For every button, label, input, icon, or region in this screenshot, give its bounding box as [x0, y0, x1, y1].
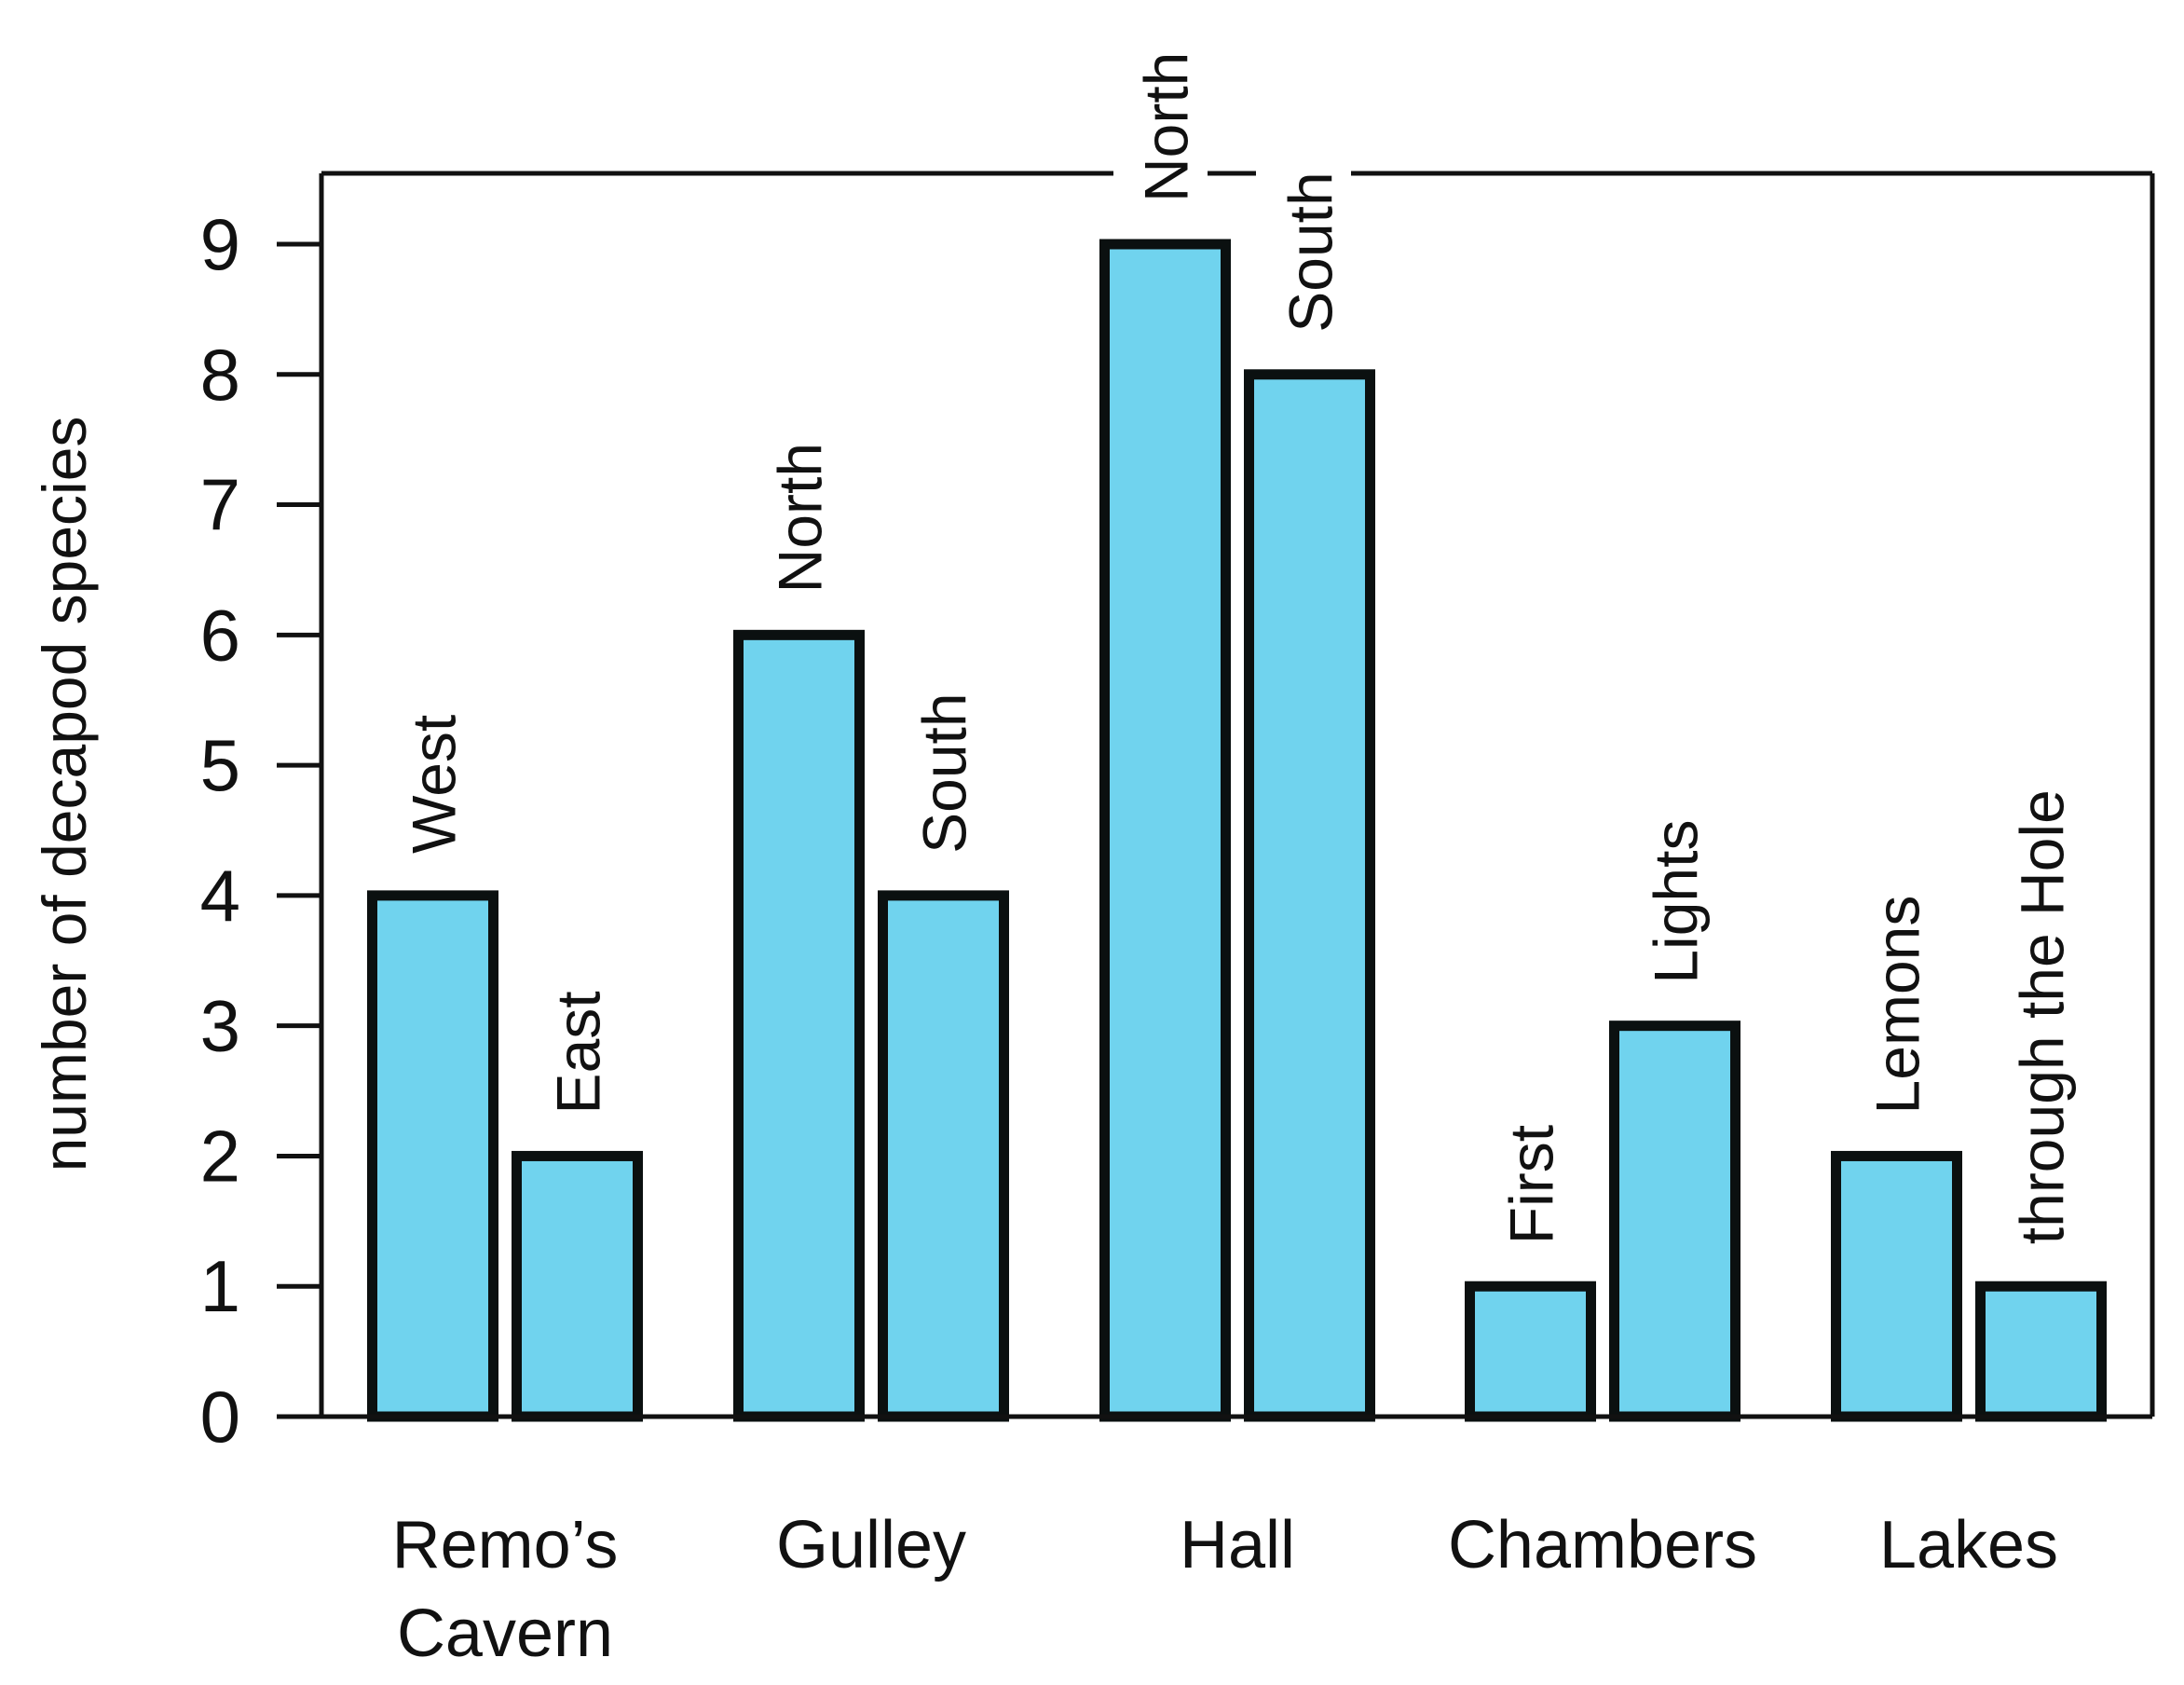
- y-tick-label: 5: [200, 724, 240, 806]
- bars-layer: [367, 239, 2107, 1422]
- category-label: Gulley: [776, 1508, 966, 1582]
- y-axis: 0 1 2 3 4 5 6 7 8 9: [200, 203, 321, 1458]
- category-label: Hall: [1180, 1508, 1295, 1582]
- y-tick-label: 2: [200, 1115, 240, 1197]
- plot-frame: [277, 171, 2155, 1419]
- bar: [878, 890, 1009, 1422]
- y-axis-label: number of decapod species: [30, 417, 99, 1172]
- bar: [1244, 369, 1375, 1422]
- y-tick-label: 4: [200, 855, 240, 937]
- bar: [1975, 1281, 2107, 1422]
- category-labels: Remo’s Cavern Gulley Hall Chambers Lakes: [392, 1508, 2058, 1671]
- bar-label: South: [1276, 171, 1345, 332]
- bar-labels: West East North South North South First Lights L…: [400, 52, 2077, 1245]
- bar-label: North: [1132, 52, 1201, 202]
- bar-label: Lights: [1642, 820, 1711, 984]
- y-tick-label: 7: [200, 464, 240, 546]
- bar: [512, 1150, 643, 1422]
- bar: [1465, 1281, 1596, 1422]
- y-tick-label: 9: [200, 203, 240, 285]
- y-tick-label: 6: [200, 594, 240, 676]
- y-tick-label: 8: [200, 334, 240, 416]
- bar-label: Lemons: [1863, 896, 1932, 1115]
- bar: [1099, 239, 1231, 1422]
- bar: [367, 890, 498, 1422]
- bar-label: First: [1497, 1125, 1566, 1244]
- category-label: Remo’s: [392, 1508, 619, 1582]
- bar-label: through the Hole: [2008, 789, 2077, 1244]
- y-tick-label: 0: [200, 1376, 240, 1458]
- bar: [1609, 1021, 1740, 1422]
- bar: [733, 629, 865, 1422]
- bar: [1831, 1150, 1962, 1422]
- bar-label: West: [400, 715, 469, 854]
- bar-label: East: [544, 991, 613, 1114]
- y-tick-label: 3: [200, 985, 240, 1067]
- bar-label: North: [766, 443, 835, 593]
- category-label: Lakes: [1879, 1508, 2058, 1582]
- category-label: Chambers: [1448, 1508, 1757, 1582]
- category-label: Cavern: [397, 1596, 613, 1671]
- y-tick-label: 1: [200, 1245, 240, 1327]
- bar-label: South: [910, 692, 979, 853]
